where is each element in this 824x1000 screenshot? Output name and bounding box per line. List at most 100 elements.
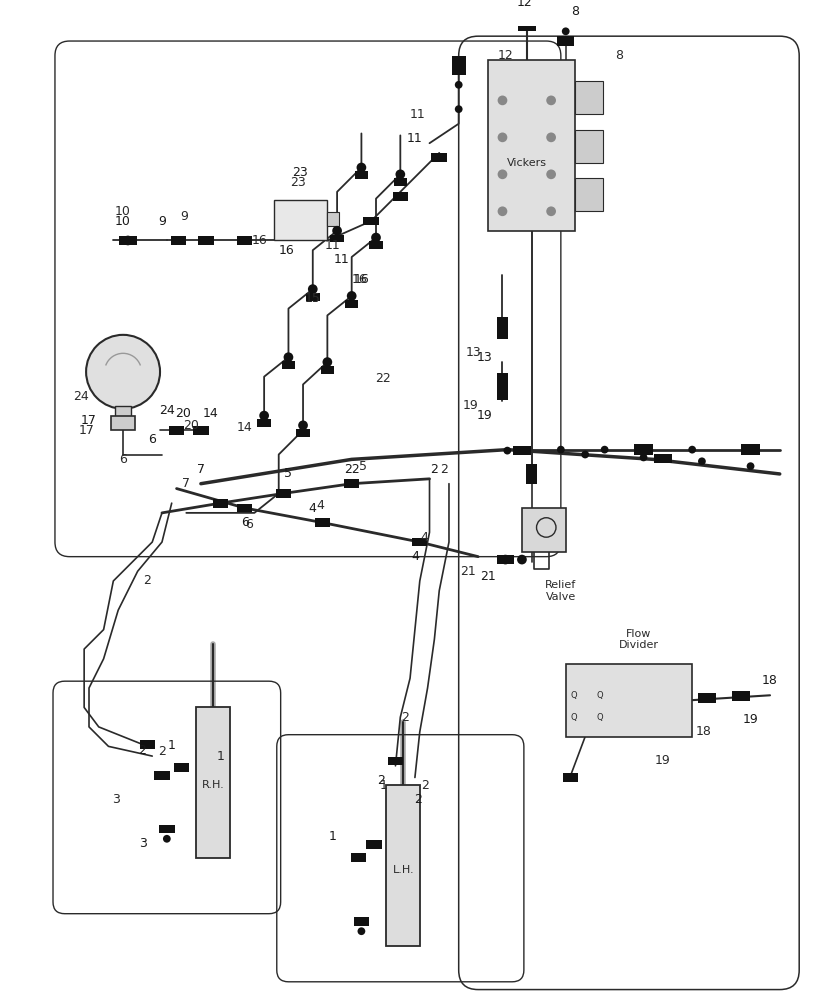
Bar xyxy=(330,235,344,242)
Bar xyxy=(139,740,155,749)
Circle shape xyxy=(688,446,696,454)
Circle shape xyxy=(517,555,527,564)
Bar xyxy=(297,429,310,437)
Text: 10: 10 xyxy=(115,215,131,228)
Text: 19: 19 xyxy=(655,754,671,767)
Bar xyxy=(171,236,186,245)
Circle shape xyxy=(416,538,424,546)
Text: 12: 12 xyxy=(517,0,533,9)
Text: 12: 12 xyxy=(498,49,513,62)
Bar xyxy=(344,479,359,488)
Text: 2: 2 xyxy=(377,774,385,787)
Text: 24: 24 xyxy=(73,390,89,403)
Bar xyxy=(566,664,692,737)
Circle shape xyxy=(123,236,133,245)
Bar xyxy=(274,200,327,240)
Circle shape xyxy=(435,154,443,162)
Text: Q: Q xyxy=(597,713,603,722)
Text: 8: 8 xyxy=(571,5,579,18)
Circle shape xyxy=(279,490,288,497)
Bar xyxy=(174,763,190,772)
Circle shape xyxy=(698,457,706,465)
Text: 19: 19 xyxy=(742,713,758,726)
Circle shape xyxy=(332,226,342,236)
Text: Flow
Divider: Flow Divider xyxy=(619,629,658,650)
Bar xyxy=(282,361,295,369)
Text: 9: 9 xyxy=(158,215,166,228)
Bar xyxy=(394,178,407,186)
Bar xyxy=(575,81,602,114)
Bar xyxy=(169,426,185,435)
Circle shape xyxy=(498,96,508,105)
Text: 4: 4 xyxy=(316,499,325,512)
Text: 2: 2 xyxy=(421,779,428,792)
Circle shape xyxy=(241,504,249,512)
Bar xyxy=(634,444,653,455)
Circle shape xyxy=(546,169,556,179)
Bar xyxy=(159,825,175,833)
Bar xyxy=(387,757,403,765)
Text: 6: 6 xyxy=(119,453,127,466)
Bar xyxy=(488,60,575,231)
Bar xyxy=(237,504,252,512)
Bar xyxy=(386,785,419,946)
Bar xyxy=(257,419,271,427)
Text: 11: 11 xyxy=(325,239,340,252)
Bar xyxy=(369,241,383,249)
Text: 2: 2 xyxy=(401,711,410,724)
Circle shape xyxy=(217,499,224,507)
Bar xyxy=(563,773,578,782)
Circle shape xyxy=(546,96,556,105)
Text: 8: 8 xyxy=(616,49,623,62)
Text: 6: 6 xyxy=(241,516,249,529)
Text: 13: 13 xyxy=(477,351,493,364)
Bar xyxy=(452,56,466,75)
Bar xyxy=(213,499,227,508)
Bar xyxy=(413,538,427,546)
Text: 21: 21 xyxy=(461,565,476,578)
Circle shape xyxy=(503,447,511,455)
Text: 7: 7 xyxy=(182,477,190,490)
Text: Q: Q xyxy=(570,691,577,700)
Text: 3: 3 xyxy=(112,793,120,806)
Text: 20: 20 xyxy=(183,419,199,432)
Text: 4: 4 xyxy=(421,531,428,544)
Bar xyxy=(119,236,137,245)
Circle shape xyxy=(500,555,510,564)
Text: Vickers: Vickers xyxy=(507,158,547,168)
Circle shape xyxy=(177,764,185,772)
Bar xyxy=(432,153,447,162)
Text: 6: 6 xyxy=(148,433,157,446)
Circle shape xyxy=(298,420,308,430)
Bar xyxy=(557,36,574,46)
Bar xyxy=(345,300,358,308)
Text: 9: 9 xyxy=(180,210,189,223)
Bar xyxy=(316,518,330,527)
Text: 20: 20 xyxy=(176,407,191,420)
Text: 22: 22 xyxy=(375,372,391,385)
Text: 16: 16 xyxy=(353,273,369,286)
Bar xyxy=(327,212,339,226)
Bar xyxy=(321,366,335,374)
Circle shape xyxy=(546,206,556,216)
Bar xyxy=(353,917,369,926)
Circle shape xyxy=(396,169,405,179)
Bar xyxy=(354,171,368,179)
Text: 4: 4 xyxy=(411,550,419,563)
Text: 23: 23 xyxy=(293,166,308,179)
Circle shape xyxy=(175,237,182,244)
Circle shape xyxy=(562,27,569,35)
Circle shape xyxy=(737,692,745,700)
Circle shape xyxy=(523,13,531,21)
Circle shape xyxy=(747,462,755,470)
Text: 2: 2 xyxy=(158,745,166,758)
Circle shape xyxy=(498,206,508,216)
Circle shape xyxy=(557,446,564,454)
Bar xyxy=(363,217,379,225)
Circle shape xyxy=(703,694,710,702)
Text: R.H.: R.H. xyxy=(202,780,225,790)
Circle shape xyxy=(173,426,180,434)
Text: 2: 2 xyxy=(440,463,448,476)
Circle shape xyxy=(639,446,648,454)
Bar xyxy=(575,130,602,163)
